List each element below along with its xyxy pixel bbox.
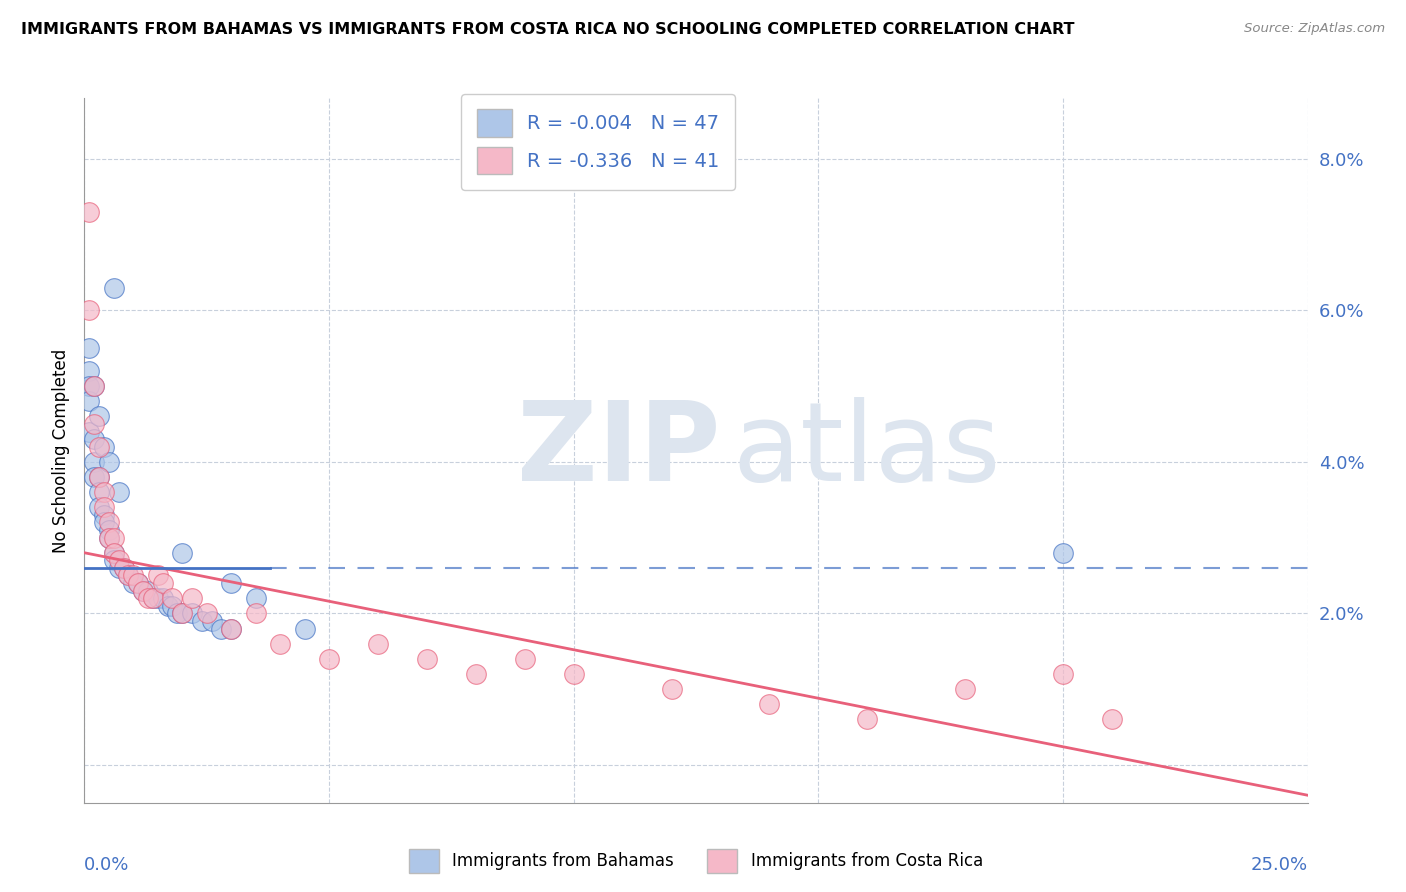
Point bbox=[1052, 546, 1074, 560]
Point bbox=[152, 576, 174, 591]
Point bbox=[93, 440, 115, 454]
Point bbox=[83, 455, 105, 469]
Point bbox=[245, 591, 267, 606]
Legend: Immigrants from Bahamas, Immigrants from Costa Rica: Immigrants from Bahamas, Immigrants from… bbox=[399, 839, 993, 883]
Point bbox=[162, 599, 184, 613]
Point bbox=[318, 652, 340, 666]
Point bbox=[1052, 667, 1074, 681]
Text: atlas: atlas bbox=[733, 397, 1001, 504]
Point bbox=[127, 576, 149, 591]
Point bbox=[136, 583, 159, 598]
Point bbox=[117, 568, 139, 582]
Point bbox=[132, 583, 155, 598]
Point bbox=[103, 280, 125, 294]
Point bbox=[953, 682, 976, 697]
Point bbox=[294, 622, 316, 636]
Point bbox=[142, 591, 165, 606]
Point bbox=[97, 455, 120, 469]
Point bbox=[127, 576, 149, 591]
Point bbox=[209, 622, 232, 636]
Text: IMMIGRANTS FROM BAHAMAS VS IMMIGRANTS FROM COSTA RICA NO SCHOOLING COMPLETED COR: IMMIGRANTS FROM BAHAMAS VS IMMIGRANTS FR… bbox=[21, 22, 1074, 37]
Point bbox=[107, 553, 129, 567]
Text: Source: ZipAtlas.com: Source: ZipAtlas.com bbox=[1244, 22, 1385, 36]
Point bbox=[103, 546, 125, 560]
Point bbox=[152, 591, 174, 606]
Point bbox=[77, 303, 100, 318]
Point bbox=[856, 713, 879, 727]
Point bbox=[464, 667, 486, 681]
Point bbox=[513, 652, 536, 666]
Point bbox=[195, 607, 218, 621]
Point bbox=[107, 485, 129, 500]
Point bbox=[156, 599, 179, 613]
Point bbox=[83, 432, 105, 446]
Point bbox=[87, 485, 110, 500]
Point bbox=[93, 508, 115, 522]
Point bbox=[77, 394, 100, 409]
Point bbox=[191, 614, 214, 628]
Point bbox=[367, 637, 389, 651]
Point bbox=[97, 523, 120, 537]
Point bbox=[77, 341, 100, 355]
Y-axis label: No Schooling Completed: No Schooling Completed bbox=[52, 349, 70, 552]
Point bbox=[93, 485, 115, 500]
Point bbox=[107, 561, 129, 575]
Point bbox=[77, 364, 100, 378]
Point bbox=[97, 516, 120, 530]
Point bbox=[77, 204, 100, 219]
Point bbox=[562, 667, 585, 681]
Point bbox=[77, 425, 100, 439]
Point bbox=[146, 591, 169, 606]
Point bbox=[172, 607, 194, 621]
Point bbox=[136, 591, 159, 606]
Point bbox=[219, 622, 242, 636]
Point bbox=[122, 568, 145, 582]
Point bbox=[103, 553, 125, 567]
Text: 25.0%: 25.0% bbox=[1250, 855, 1308, 874]
Point bbox=[172, 607, 194, 621]
Point bbox=[87, 470, 110, 484]
Point bbox=[219, 622, 242, 636]
Point bbox=[219, 576, 242, 591]
Point bbox=[245, 607, 267, 621]
Point bbox=[112, 561, 135, 575]
Point bbox=[122, 576, 145, 591]
Point bbox=[269, 637, 291, 651]
Point bbox=[93, 500, 115, 515]
Point bbox=[83, 470, 105, 484]
Point bbox=[146, 568, 169, 582]
Point bbox=[83, 417, 105, 431]
Point bbox=[181, 607, 204, 621]
Point bbox=[172, 546, 194, 560]
Point bbox=[93, 516, 115, 530]
Point bbox=[77, 379, 100, 393]
Point bbox=[1101, 713, 1123, 727]
Point bbox=[83, 379, 105, 393]
Point bbox=[166, 607, 188, 621]
Point bbox=[87, 440, 110, 454]
Point bbox=[162, 591, 184, 606]
Point bbox=[87, 500, 110, 515]
Point bbox=[112, 561, 135, 575]
Point bbox=[758, 698, 780, 712]
Point bbox=[87, 409, 110, 424]
Point bbox=[200, 614, 222, 628]
Point bbox=[142, 591, 165, 606]
Point bbox=[132, 583, 155, 598]
Point bbox=[87, 470, 110, 484]
Point bbox=[117, 568, 139, 582]
Point bbox=[83, 379, 105, 393]
Text: 0.0%: 0.0% bbox=[84, 855, 129, 874]
Point bbox=[97, 531, 120, 545]
Point bbox=[97, 531, 120, 545]
Point bbox=[661, 682, 683, 697]
Point bbox=[181, 591, 204, 606]
Point bbox=[416, 652, 439, 666]
Point bbox=[103, 546, 125, 560]
Point bbox=[103, 531, 125, 545]
Text: ZIP: ZIP bbox=[517, 397, 720, 504]
